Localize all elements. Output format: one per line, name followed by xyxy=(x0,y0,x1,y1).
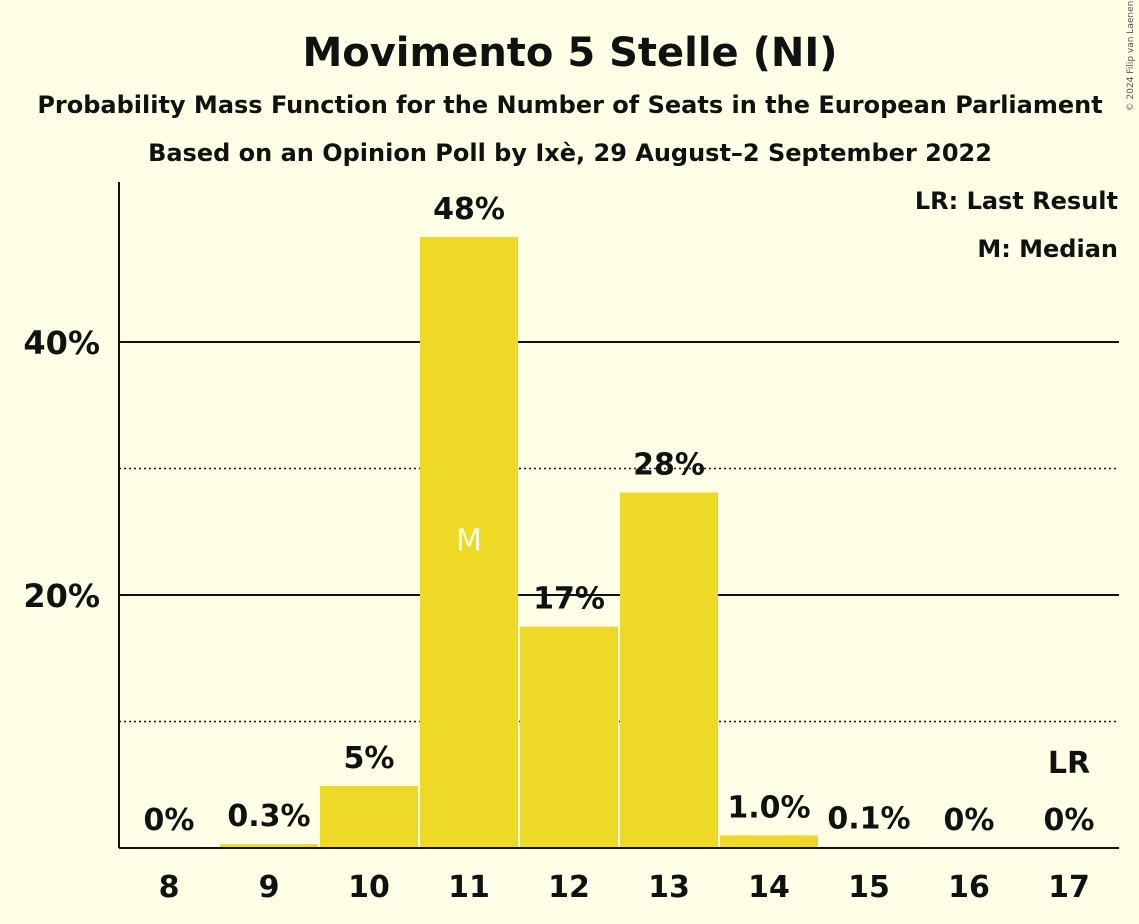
y-axis-ticks: 20% 40% xyxy=(23,324,100,615)
x-tick-label-9: 9 xyxy=(259,870,280,905)
bar-value-label-14: 1.0% xyxy=(727,790,810,825)
x-tick-label-17: 17 xyxy=(1048,870,1090,905)
bar-value-label-8: 0% xyxy=(144,803,195,838)
x-tick-label-15: 15 xyxy=(848,870,890,905)
bar-13 xyxy=(620,492,718,848)
median-marker: M xyxy=(456,524,482,559)
bar-value-label-13: 28% xyxy=(633,448,705,483)
last-result-marker: LR xyxy=(1048,746,1090,781)
x-tick-label-14: 14 xyxy=(748,870,790,905)
bar-value-label-16: 0% xyxy=(944,803,995,838)
y-tick-label: 20% xyxy=(23,577,100,615)
bar-value-label-17: 0% xyxy=(1044,803,1095,838)
bar-value-label-11: 48% xyxy=(433,192,505,227)
x-tick-label-8: 8 xyxy=(159,870,180,905)
bar-12 xyxy=(520,626,618,848)
copyright-text: © 2024 Filip van Laenen xyxy=(1126,1,1136,112)
x-tick-label-13: 13 xyxy=(648,870,690,905)
bar-value-label-15: 0.1% xyxy=(827,802,910,837)
x-axis-ticks: 8 9 10 11 12 13 14 15 16 17 xyxy=(159,870,1090,905)
bar-14 xyxy=(720,835,818,848)
chart-title: Movimento 5 Stelle (NI) xyxy=(302,30,837,76)
chart-subtitle-poll: Based on an Opinion Poll by Ixè, 29 Augu… xyxy=(148,139,992,167)
bar-11 xyxy=(420,237,518,848)
gridlines xyxy=(119,341,1119,723)
bar-value-label-12: 17% xyxy=(533,582,605,617)
legend-last-result: LR: Last Result xyxy=(915,187,1118,215)
bar-10 xyxy=(320,786,418,848)
x-tick-label-16: 16 xyxy=(948,870,990,905)
chart-subtitle: Probability Mass Function for the Number… xyxy=(37,91,1102,119)
bar-value-label-10: 5% xyxy=(344,741,395,776)
x-tick-label-12: 12 xyxy=(548,870,590,905)
x-tick-label-10: 10 xyxy=(348,870,390,905)
bar-labels: 0% 0.3% 5% 48% M 17% 28% 1.0% 0.1% 0% 0% LR xyxy=(144,192,1095,838)
bars xyxy=(220,237,918,848)
y-tick-label: 40% xyxy=(23,324,100,362)
bar-9 xyxy=(220,844,318,848)
bar-value-label-9: 0.3% xyxy=(227,799,310,834)
x-tick-label-11: 11 xyxy=(448,870,490,905)
legend-median: M: Median xyxy=(977,235,1118,263)
